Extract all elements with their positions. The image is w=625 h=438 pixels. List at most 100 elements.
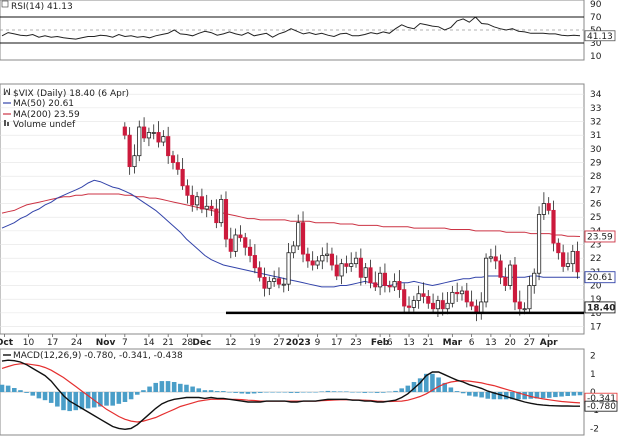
- candle-body: [440, 300, 445, 310]
- macd-tags: -0.341-0.780: [584, 392, 618, 412]
- candle-body: [541, 203, 546, 215]
- macd-hist-bar: [460, 392, 466, 394]
- candle-body: [421, 293, 426, 297]
- legend-volume-swatch: [4, 120, 6, 126]
- candle-body: [353, 257, 359, 265]
- price-y-axis: 343332313029282726252423222120191817: [590, 90, 602, 332]
- macd-hist-bar: [473, 392, 478, 397]
- x-tick-label: 6: [469, 338, 475, 348]
- candle-body: [315, 260, 320, 266]
- candle-body: [382, 272, 388, 286]
- macd-hist-bar: [534, 392, 540, 399]
- x-tick-label: 2023: [286, 338, 311, 348]
- rsi-panel: 9070503010 RSI(14) 41.13 41.13: [0, 0, 616, 62]
- x-tick-label: 27: [273, 338, 284, 348]
- macd-hist-bar: [184, 384, 189, 392]
- x-tick-label: 21: [423, 338, 434, 348]
- price-y-tick: 22: [590, 254, 601, 264]
- candle-body: [435, 300, 440, 310]
- candle-body: [368, 267, 373, 284]
- candle-body: [257, 267, 262, 278]
- price-y-tick: 20: [590, 282, 602, 292]
- macd-hist-bar: [171, 382, 177, 392]
- macd-hist-bar: [565, 392, 570, 396]
- rsi-y-tick: 30: [590, 39, 602, 49]
- x-tick-label: Dec: [192, 338, 211, 348]
- candle-body: [272, 278, 277, 282]
- ma50-tag-box: [584, 271, 616, 284]
- legend-ma50: MA(50) 20.61: [13, 99, 74, 109]
- candle-body: [561, 252, 566, 267]
- candle-body: [431, 302, 436, 310]
- candle-body: [151, 132, 156, 134]
- macd-y-tick: 1: [590, 370, 596, 380]
- candle-body: [445, 302, 450, 310]
- legend-main: $VIX (Daily) 18.40 (6 Apr): [13, 89, 129, 99]
- macd-hist-bar: [503, 392, 509, 400]
- candle-body: [286, 252, 291, 285]
- candle-body: [406, 305, 412, 308]
- candle-body: [522, 308, 527, 311]
- candle-body: [488, 256, 493, 259]
- macd-hist-bar: [134, 392, 140, 395]
- macd-hist-bar: [24, 392, 29, 393]
- candle-body: [527, 285, 532, 310]
- x-tick-label: 7: [122, 338, 128, 348]
- macd-hist-bar: [553, 392, 558, 398]
- legend-main-icon: ꟽ: [3, 88, 11, 98]
- macd-hist-bar: [202, 390, 208, 392]
- macd-hist-bar: [73, 392, 79, 411]
- candle-body: [378, 272, 383, 288]
- rsi-legend: RSI(14) 41.13: [11, 2, 73, 12]
- x-tick-label: Nov: [96, 338, 116, 348]
- candle-body: [180, 168, 185, 187]
- macd-hist-bar: [368, 392, 374, 393]
- macd-hist-bar: [257, 392, 263, 393]
- legend-volume: Volume undef: [13, 120, 76, 130]
- candle-body: [517, 301, 522, 310]
- macd-hist-bar: [79, 392, 85, 410]
- macd-legend: MACD(12,26,9) -0.780, -0.341, -0.438: [13, 351, 183, 361]
- macd-hist-bar: [411, 382, 417, 392]
- macd-histogram: [0, 373, 583, 412]
- macd-line: [1, 359, 580, 431]
- macd-hist-bar: [30, 392, 36, 396]
- price-y-tick: 17: [590, 323, 601, 333]
- macd-hist-bar: [325, 390, 331, 392]
- candle-body: [450, 291, 455, 304]
- macd-hist-bar: [190, 386, 195, 392]
- macd-hist-bar: [436, 377, 441, 392]
- x-tick-label: 13: [485, 338, 496, 348]
- macd-hist-bar: [497, 392, 503, 400]
- x-tick-label: 21: [162, 338, 173, 348]
- candle-body: [223, 199, 229, 240]
- macd-hist-bar: [485, 392, 491, 399]
- macd-hist-bar: [270, 392, 275, 393]
- candle-body: [498, 260, 503, 278]
- macd-hist-bar: [221, 391, 226, 392]
- x-tick-label: 17: [47, 338, 58, 348]
- x-tick-label: Oct: [0, 338, 14, 348]
- candle-body: [503, 276, 508, 286]
- price-y-tick: 19: [590, 295, 602, 305]
- candle-body: [416, 293, 421, 301]
- candle-body: [387, 285, 392, 288]
- candle-body: [252, 255, 257, 269]
- rsi-tag-text: 41.13: [587, 32, 613, 42]
- legend-volume-swatch-b: [7, 122, 9, 126]
- candle-body: [570, 250, 575, 265]
- macd-hist-bar: [264, 392, 269, 393]
- macd-hist-bar: [331, 391, 337, 392]
- macd-hist-bar: [301, 392, 306, 393]
- candle-body: [565, 263, 571, 267]
- candle-body: [325, 253, 330, 256]
- candle-body: [483, 257, 489, 303]
- macd-hist-bar: [282, 392, 288, 393]
- macd-hist-bar: [233, 392, 238, 393]
- macd-hist-bar: [528, 392, 534, 399]
- rsi-tag-box: [584, 30, 616, 42]
- ma200-line: [1, 193, 581, 237]
- candle-body: [142, 126, 147, 139]
- price-y-tick: 29: [590, 159, 602, 169]
